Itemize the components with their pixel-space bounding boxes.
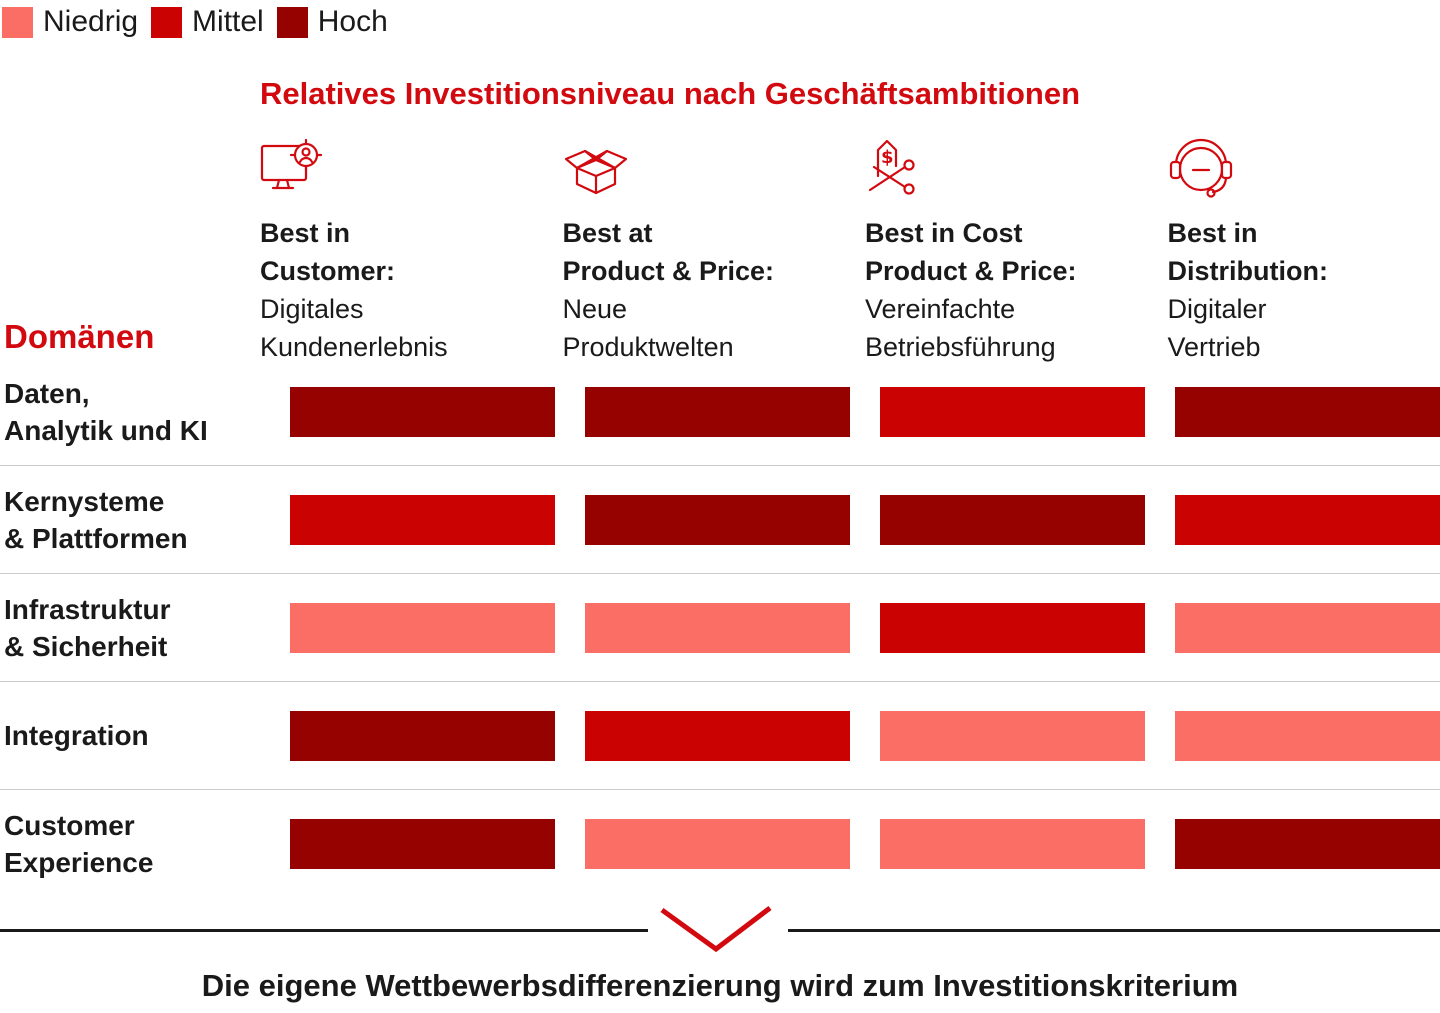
legend-swatch-hoch bbox=[276, 6, 308, 38]
heatmap-matrix: Daten, Analytik und KI Kernysteme & Plat… bbox=[0, 358, 1440, 898]
svg-text:$: $ bbox=[881, 147, 894, 168]
legend-label-niedrig: Niedrig bbox=[43, 5, 139, 38]
price-tag-scissors-icon: $ bbox=[865, 138, 1138, 198]
column-title-line: Best in bbox=[260, 218, 351, 248]
row-label-line: Kernysteme bbox=[4, 485, 165, 517]
bottom-rule-left bbox=[0, 929, 648, 932]
row-label: Integration bbox=[0, 717, 260, 754]
heatmap-cell bbox=[1175, 602, 1440, 653]
heatmap-cell bbox=[290, 386, 555, 437]
column-subtitle-line: Vertrieb bbox=[1167, 332, 1261, 362]
column-header-best-in-customer: Best in Customer: Digitales Kundenerlebn… bbox=[260, 138, 533, 366]
row-label: Customer Experience bbox=[0, 807, 260, 881]
legend-label-hoch: Hoch bbox=[317, 5, 388, 38]
heatmap-cell bbox=[880, 602, 1145, 653]
column-headers: Best in Customer: Digitales Kundenerlebn… bbox=[260, 138, 1440, 366]
row-label: Daten, Analytik und KI bbox=[0, 375, 260, 449]
legend-item-mittel: Mittel bbox=[151, 5, 264, 39]
column-subtitle-line: Produktwelten bbox=[562, 332, 734, 362]
table-row-infrastruktur-sicherheit: Infrastruktur & Sicherheit bbox=[0, 574, 1440, 682]
heatmap-cell bbox=[585, 602, 850, 653]
domains-axis-label: Domänen bbox=[4, 318, 155, 355]
heatmap-cell bbox=[880, 494, 1145, 545]
heatmap-cell bbox=[1175, 494, 1440, 545]
chevron-down-icon bbox=[657, 905, 775, 955]
legend-swatch-niedrig bbox=[2, 6, 33, 38]
row-label-line: Experience bbox=[4, 847, 154, 878]
legend: Niedrig Mittel Hoch bbox=[2, 5, 388, 39]
open-box-icon bbox=[563, 138, 836, 198]
column-subtitle-line: Vereinfachte bbox=[865, 294, 1016, 324]
row-label-line: Analytik und KI bbox=[4, 414, 208, 446]
column-title-line: Customer: bbox=[260, 256, 396, 286]
heatmap-cell bbox=[290, 494, 555, 545]
column-title-line: Distribution: bbox=[1167, 256, 1328, 286]
heatmap-cell bbox=[1175, 386, 1440, 437]
row-label-line: & Sicherheit bbox=[4, 630, 168, 662]
headset-icon bbox=[1168, 138, 1440, 198]
heatmap-cell bbox=[290, 710, 555, 761]
heatmap-cell bbox=[585, 710, 850, 761]
heatmap-cell bbox=[1175, 819, 1440, 869]
column-header-best-in-distribution: Best in Distribution: Digitaler Vertrieb bbox=[1168, 138, 1440, 366]
heatmap-cell bbox=[880, 819, 1145, 869]
column-title-line: Product & Price: bbox=[865, 256, 1077, 286]
column-subtitle-line: Digitaler bbox=[1167, 294, 1267, 324]
footer-takeaway: Die eigene Wettbewerbsdifferenzierung wi… bbox=[201, 968, 1239, 1003]
table-row-integration: Integration bbox=[0, 682, 1440, 790]
heatmap-cell bbox=[585, 386, 850, 437]
row-label-line: Customer bbox=[4, 810, 135, 841]
heatmap-cell bbox=[290, 819, 555, 869]
legend-item-niedrig: Niedrig bbox=[2, 5, 138, 39]
heatmap-cell bbox=[880, 710, 1145, 761]
chart-title: Relatives Investitionsniveau nach Geschä… bbox=[260, 76, 1081, 111]
column-title-line: Best in Cost bbox=[865, 218, 1023, 248]
row-label-line: Daten, bbox=[4, 377, 90, 409]
column-title-line: Best in bbox=[1167, 218, 1258, 248]
row-label-line: & Plattformen bbox=[4, 522, 188, 554]
monitor-customer-target-icon bbox=[260, 138, 533, 198]
heatmap-cell bbox=[880, 386, 1145, 437]
column-subtitle-line: Kundenerlebnis bbox=[260, 332, 448, 362]
column-subtitle-line: Betriebsführung bbox=[865, 332, 1056, 362]
column-title-line: Product & Price: bbox=[562, 256, 775, 286]
column-subtitle-line: Neue bbox=[562, 294, 628, 324]
table-row-kernysteme-plattformen: Kernysteme & Plattformen bbox=[0, 466, 1440, 574]
column-header-best-at-product-price: Best at Product & Price: Neue Produktwel… bbox=[563, 138, 836, 366]
legend-item-hoch: Hoch bbox=[276, 5, 388, 39]
heatmap-cell bbox=[585, 494, 850, 545]
row-label-line: Infrastruktur bbox=[4, 593, 171, 625]
heatmap-cell bbox=[585, 819, 850, 869]
column-header-best-in-cost: $ Best in Cost Product & Price: Vereinfa… bbox=[865, 138, 1138, 366]
bottom-rule-right bbox=[788, 929, 1440, 932]
heatmap-cell bbox=[1175, 710, 1440, 761]
legend-label-mittel: Mittel bbox=[192, 5, 264, 38]
heatmap-cell bbox=[290, 602, 555, 653]
legend-swatch-mittel bbox=[151, 6, 183, 38]
table-row-daten-analytik-ki: Daten, Analytik und KI bbox=[0, 358, 1440, 466]
column-subtitle-line: Digitales bbox=[260, 294, 364, 324]
row-label: Kernysteme & Plattformen bbox=[0, 483, 260, 557]
row-label: Infrastruktur & Sicherheit bbox=[0, 591, 260, 665]
column-title-line: Best at bbox=[562, 218, 653, 248]
row-label-line: Integration bbox=[4, 720, 149, 751]
table-row-customer-experience: Customer Experience bbox=[0, 790, 1440, 898]
